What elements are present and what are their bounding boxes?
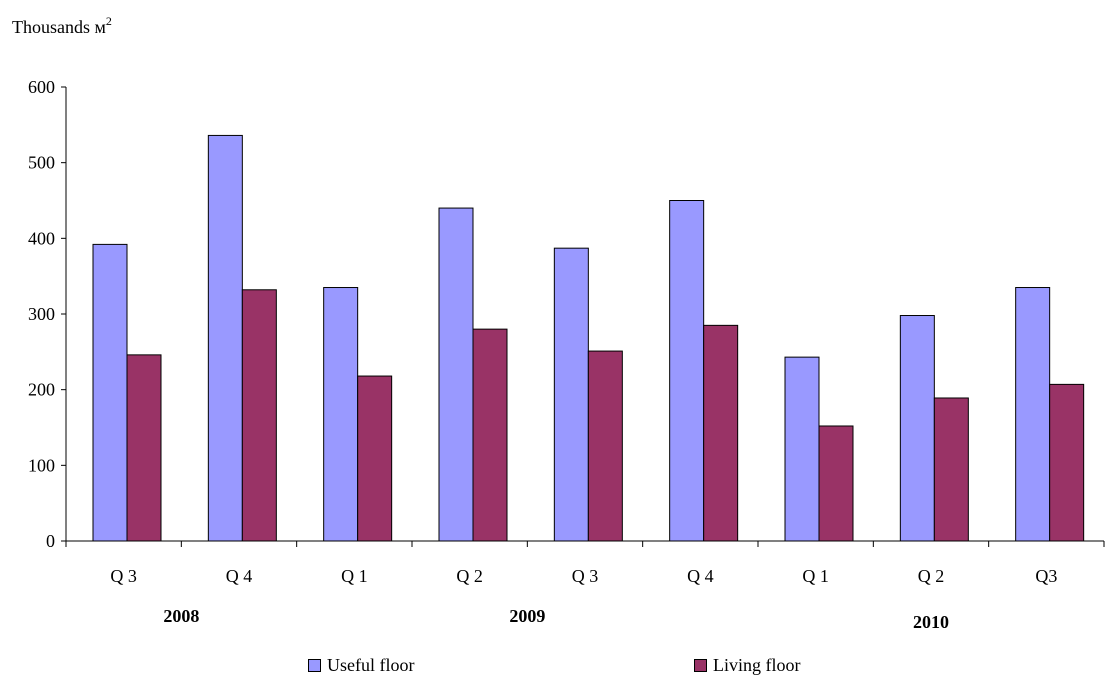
- bar-useful-floor: [1015, 287, 1051, 542]
- x-category-label: Q 3: [110, 566, 137, 586]
- bar-useful-floor: [669, 200, 705, 542]
- bar-living-floor: [703, 324, 739, 542]
- legend-swatch-useful-floor: [308, 659, 321, 672]
- bar-useful-floor: [899, 315, 935, 542]
- bar-useful-floor: [207, 134, 243, 542]
- legend-label-living-floor: Living floor: [713, 655, 801, 675]
- bar-living-floor: [472, 328, 508, 542]
- x-category-label: Q3: [1035, 566, 1057, 586]
- y-tick-label: 500: [28, 153, 55, 173]
- legend-label-useful-floor: Useful floor: [327, 655, 415, 675]
- year-label-2008: 2008: [163, 606, 200, 626]
- bar-living-floor: [126, 354, 162, 542]
- bar-useful-floor: [784, 356, 820, 542]
- bar-useful-floor: [92, 243, 128, 542]
- bar-living-floor: [357, 375, 393, 542]
- x-category-label: Q 2: [456, 566, 483, 586]
- bar-useful-floor: [323, 287, 359, 542]
- y-tick-label: 100: [28, 455, 55, 475]
- x-category-label: Q 1: [802, 566, 829, 586]
- legend-swatch-living-floor: [694, 659, 707, 672]
- y-tick-label: 600: [28, 77, 55, 97]
- y-tick-label: 300: [28, 304, 55, 324]
- x-category-label: Q 3: [572, 566, 599, 586]
- bar-living-floor: [587, 350, 623, 542]
- y-tick-label: 400: [28, 228, 55, 248]
- bar-living-floor: [933, 397, 969, 542]
- year-label-2009: 2009: [509, 606, 546, 626]
- year-label-2010: 2010: [913, 612, 949, 632]
- y-tick-label: 200: [28, 380, 55, 400]
- bar-living-floor: [818, 425, 854, 542]
- x-category-label: Q 2: [918, 566, 945, 586]
- x-category-label: Q 1: [341, 566, 368, 586]
- x-category-label: Q 4: [687, 566, 714, 586]
- legend-item-useful-floor: Useful floor: [308, 655, 414, 676]
- x-category-label: Q 4: [226, 566, 253, 586]
- y-tick-label: 0: [46, 531, 55, 551]
- bar-useful-floor: [438, 207, 474, 542]
- bar-living-floor: [241, 289, 277, 542]
- bar-useful-floor: [553, 247, 589, 542]
- y-axis-unit-label: Thousands м2: [12, 14, 112, 37]
- bar-living-floor: [1049, 383, 1085, 542]
- legend-item-living-floor: Living floor: [694, 655, 801, 676]
